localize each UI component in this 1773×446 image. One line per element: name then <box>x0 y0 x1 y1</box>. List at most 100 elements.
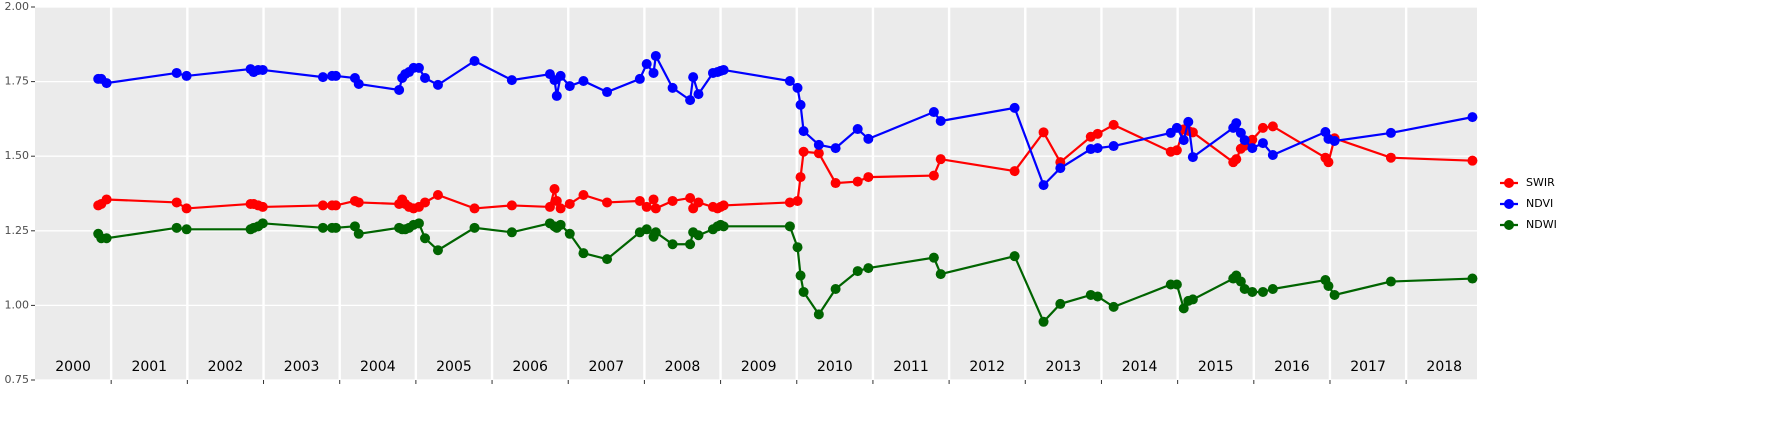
data-point <box>330 70 341 81</box>
data-point <box>634 73 645 84</box>
data-point <box>171 222 182 233</box>
data-point <box>813 139 824 150</box>
data-point <box>830 283 841 294</box>
data-point <box>171 67 182 78</box>
data-point <box>650 203 661 214</box>
year-label: 2003 <box>284 359 320 375</box>
data-point <box>1055 163 1066 174</box>
data-point <box>718 200 729 211</box>
data-point <box>555 203 566 214</box>
data-point <box>1231 118 1242 129</box>
data-point <box>798 126 809 137</box>
legend-label: SWIR <box>1526 176 1555 189</box>
data-point <box>469 56 480 67</box>
year-label: 2017 <box>1350 359 1386 375</box>
data-point <box>1235 276 1246 287</box>
panel <box>35 7 1477 380</box>
data-point <box>1038 127 1049 138</box>
data-point <box>795 99 806 110</box>
data-point <box>1323 281 1334 292</box>
data-point <box>1467 112 1478 123</box>
data-point <box>1231 154 1242 165</box>
data-point <box>1267 121 1278 132</box>
data-point <box>641 201 652 212</box>
data-point <box>1267 283 1278 294</box>
data-point <box>852 176 863 187</box>
year-label: 2006 <box>512 359 548 375</box>
data-point <box>349 221 360 232</box>
data-point <box>353 197 364 208</box>
data-point <box>792 195 803 206</box>
data-point <box>317 222 328 233</box>
data-point <box>667 82 678 93</box>
data-point <box>506 200 517 211</box>
data-point <box>1239 283 1250 294</box>
year-label: 2018 <box>1426 359 1462 375</box>
data-point <box>1009 102 1020 113</box>
data-point <box>928 107 939 118</box>
data-point <box>693 230 704 241</box>
year-label: 2000 <box>55 359 91 375</box>
data-point <box>101 78 112 89</box>
data-point <box>551 90 562 101</box>
year-label: 2001 <box>131 359 167 375</box>
data-point <box>257 218 268 229</box>
data-point <box>1385 127 1396 138</box>
data-point <box>171 197 182 208</box>
data-point <box>1108 301 1119 312</box>
data-point <box>555 219 566 230</box>
data-point <box>792 242 803 253</box>
data-point <box>101 194 112 205</box>
data-point <box>792 82 803 93</box>
data-point <box>1009 251 1020 262</box>
y-tick-label: 0.75 <box>5 373 30 386</box>
data-point <box>1038 180 1049 191</box>
data-point <box>935 154 946 165</box>
data-point <box>1239 135 1250 146</box>
data-point <box>181 224 192 235</box>
data-point <box>1247 134 1258 145</box>
data-point <box>1055 298 1066 309</box>
data-point <box>798 286 809 297</box>
data-point <box>1329 289 1340 300</box>
data-point <box>718 221 729 232</box>
data-point <box>506 75 517 86</box>
data-point <box>394 84 405 95</box>
data-point <box>432 189 443 200</box>
data-point <box>685 239 696 250</box>
year-label: 2004 <box>360 359 396 375</box>
data-point <box>181 70 192 81</box>
data-point <box>432 245 443 256</box>
data-point <box>413 62 424 73</box>
data-point <box>641 58 652 69</box>
data-point <box>795 270 806 281</box>
data-point <box>1187 294 1198 305</box>
data-point <box>852 266 863 277</box>
legend-label: NDVI <box>1526 197 1553 210</box>
data-point <box>784 76 795 87</box>
legend-key-point <box>1504 178 1514 188</box>
year-label: 2002 <box>208 359 244 375</box>
data-point <box>928 252 939 263</box>
data-point <box>1385 276 1396 287</box>
year-label: 2005 <box>436 359 472 375</box>
y-tick-label: 1.25 <box>5 224 30 237</box>
data-point <box>830 178 841 189</box>
data-point <box>784 197 795 208</box>
data-point <box>420 233 431 244</box>
data-point <box>413 218 424 229</box>
data-point <box>469 222 480 233</box>
data-point <box>1323 157 1334 168</box>
data-point <box>813 148 824 159</box>
year-label: 2008 <box>665 359 701 375</box>
data-point <box>667 195 678 206</box>
data-point <box>1108 119 1119 130</box>
data-point <box>1247 286 1258 297</box>
data-point <box>549 184 560 195</box>
data-point <box>650 227 661 238</box>
y-tick-label: 2.00 <box>5 0 30 13</box>
data-point <box>578 189 589 200</box>
data-point <box>784 221 795 232</box>
year-label: 2007 <box>588 359 624 375</box>
data-point <box>1092 291 1103 302</box>
